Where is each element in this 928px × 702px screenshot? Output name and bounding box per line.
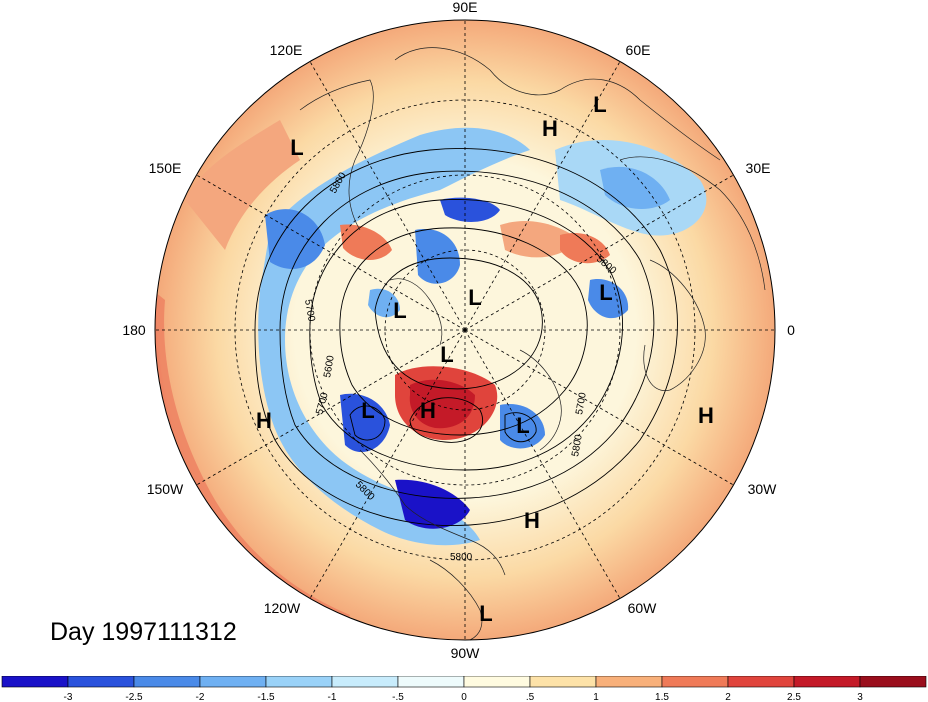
height-contours: [254, 148, 678, 526]
map-border: [154, 19, 776, 641]
lon-label-150e: 150E: [149, 160, 182, 176]
lon-label-30e: 30E: [746, 160, 771, 176]
colorbar-tick-label: -2: [196, 692, 205, 702]
colorbar-box: [67, 676, 135, 688]
pressure-centers: L H L L L L L H L L H H H L: [256, 92, 714, 626]
colorbar-box: [529, 676, 597, 688]
low-center: L: [440, 342, 453, 367]
lon-label-150w: 150W: [147, 481, 184, 497]
colorbar-tick-label: 0: [461, 692, 467, 702]
colorbar-box: [595, 676, 663, 688]
contour-label: 5700: [302, 299, 317, 323]
colorbar-box: [199, 676, 267, 688]
lon-label-60e: 60E: [626, 42, 651, 58]
colorbar-tick-label: 2.5: [787, 692, 801, 702]
colorbar-box: [727, 676, 795, 688]
high-center: H: [420, 398, 436, 423]
high-center: H: [542, 116, 558, 141]
low-center: L: [468, 285, 481, 310]
colorbar-tick-label: 1.5: [655, 692, 669, 702]
date-title: Day 1997111312: [50, 618, 237, 646]
colorbar-tick-label: -.5: [392, 692, 404, 702]
low-center: L: [361, 398, 374, 423]
lon-label-30w: 30W: [748, 481, 778, 497]
colorbar-box: [463, 676, 531, 688]
low-center: L: [593, 92, 606, 117]
lon-label-120e: 120E: [270, 42, 303, 58]
high-center: H: [256, 408, 272, 433]
low-center: L: [479, 601, 492, 626]
colorbar-tick-label: -1: [328, 692, 337, 702]
low-center: L: [599, 280, 612, 305]
contour-label: 5800: [450, 552, 473, 563]
colorbar-tick-label: .5: [526, 692, 535, 702]
colorbar-box: [1, 676, 69, 688]
colorbar-tick-label: 3: [857, 692, 863, 702]
colorbar-box: [793, 676, 861, 688]
lon-label-120w: 120W: [264, 600, 301, 616]
colorbar-tick-label: -3: [64, 692, 73, 702]
colorbar-tick-label: 1: [593, 692, 599, 702]
lon-label-180: 180: [122, 322, 146, 338]
colorbar-tick-label: -2.5: [125, 692, 143, 702]
colorbar-tick-label: -1.5: [257, 692, 275, 702]
lon-label-90w: 90W: [451, 645, 481, 661]
colorbar-box: [331, 676, 399, 688]
high-center: H: [698, 403, 714, 428]
longitude-labels: 90E 60E 30E 0 30W 60W 90W 120W 150W 180 …: [122, 0, 795, 661]
contour-label: 5700: [574, 391, 589, 415]
colorbar-box: [859, 676, 927, 688]
colorbar-box: [265, 676, 333, 688]
coastlines: [299, 47, 766, 641]
low-center: L: [516, 413, 529, 438]
colorbar-ticks: -3 -2.5 -2 -1.5 -1 -.5 0 .5 1 1.5 2 2.5 3: [64, 692, 864, 702]
colorbar-box: [661, 676, 729, 688]
low-center: L: [290, 135, 303, 160]
lon-label-0: 0: [787, 322, 795, 338]
colorbar-box: [397, 676, 465, 688]
lon-label-90e: 90E: [453, 0, 478, 15]
colorbar: -3 -2.5 -2 -1.5 -1 -.5 0 .5 1 1.5 2 2.5 3: [1, 676, 927, 702]
high-center: H: [524, 508, 540, 533]
lon-label-60w: 60W: [628, 600, 658, 616]
colorbar-boxes: [1, 676, 927, 688]
colorbar-tick-label: 2: [725, 692, 731, 702]
contour-label: 5800: [570, 433, 585, 457]
colorbar-box: [133, 676, 201, 688]
contour-label: 5600: [322, 354, 337, 378]
low-center: L: [393, 298, 406, 323]
